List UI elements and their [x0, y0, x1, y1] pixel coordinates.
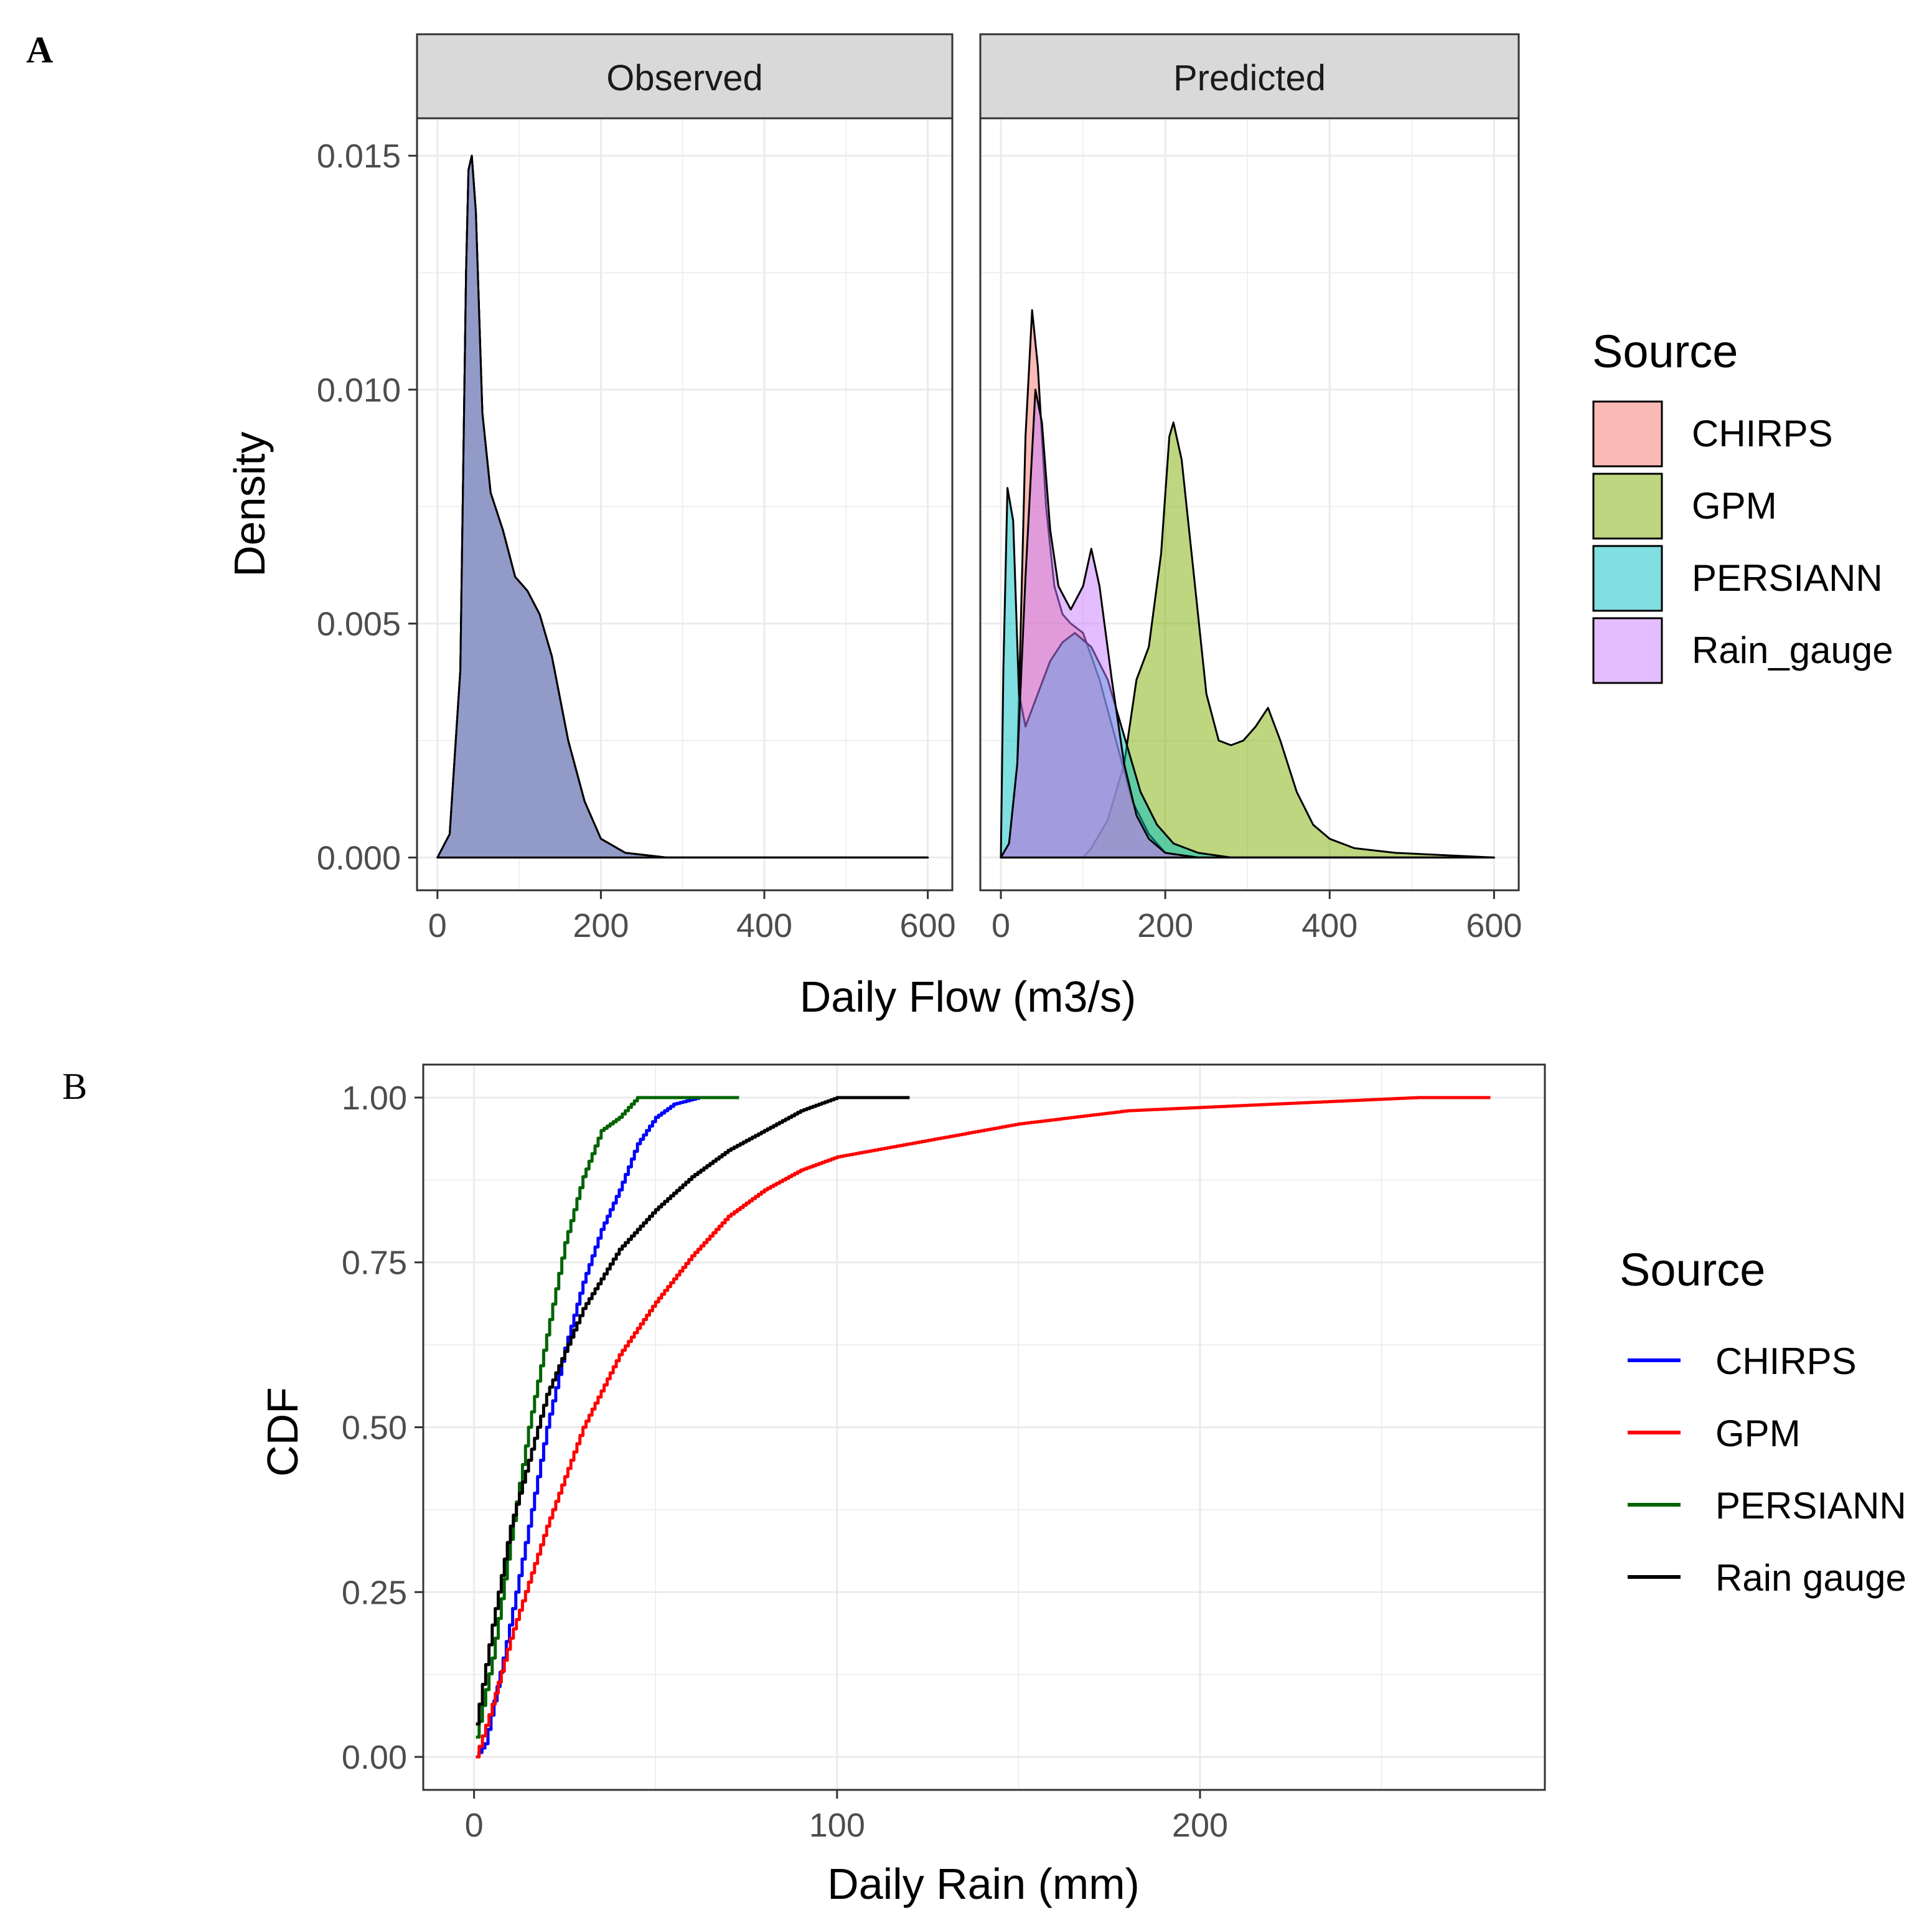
legend-label-chirps: CHIRPS [1715, 1340, 1857, 1382]
cdf-line-chirps [476, 1096, 710, 1759]
y-tick-label: 0.50 [342, 1409, 407, 1447]
legend-key-persiann [1592, 545, 1663, 612]
y-tick-label: 1.00 [342, 1080, 407, 1117]
legend-label-gpm: GPM [1692, 485, 1777, 527]
x-tick-label: 0 [465, 1807, 484, 1844]
y-tick-label: 0.75 [342, 1245, 407, 1282]
legend-title: Source [1592, 326, 1738, 377]
x-tick-label: 400 [1301, 907, 1358, 944]
x-axis-title: Daily Rain (mm) [827, 1860, 1140, 1908]
x-tick-label: 0 [992, 907, 1010, 944]
facet-strip-label: Predicted [1173, 58, 1326, 98]
cdf-line-persiann [476, 1096, 739, 1739]
y-tick-label: 0.000 [317, 839, 401, 877]
x-tick-label: 600 [1466, 907, 1522, 944]
legend-key-chirps [1592, 400, 1663, 468]
legend: Source CHIRPS GPM PERSIANN Rain gauge [1620, 1244, 1906, 1599]
facet-strip [979, 33, 1520, 120]
legend-label-rain-gauge: Rain gauge [1715, 1557, 1906, 1599]
legend-label-gpm: GPM [1715, 1413, 1801, 1454]
y-tick-label: 0.010 [317, 372, 401, 409]
x-tick-label: 400 [736, 907, 792, 944]
legend-label-chirps: CHIRPS [1692, 413, 1833, 454]
y-tick-label: 0.25 [342, 1574, 407, 1611]
legend-label-persiann: PERSIANN [1692, 557, 1883, 599]
x-tick-label: 600 [900, 907, 956, 944]
y-axis-title: Density [225, 431, 274, 576]
panel-label-b: B [62, 1066, 87, 1107]
y-tick-label: 0.00 [342, 1739, 407, 1776]
legend-title: Source [1620, 1244, 1765, 1296]
density-area-rain-gauge [1000, 388, 1495, 859]
y-axis-title: CDF [258, 1387, 307, 1477]
y-tick-label: 0.015 [317, 138, 401, 175]
x-tick-label: 200 [1137, 907, 1193, 944]
density-chart: Observed 0 200 400 600 Predicted 0 200 400 600 0.0… [225, 33, 1893, 1021]
legend: Source CHIRPS GPM PERSIANN Rain_gauge [1592, 326, 1893, 684]
legend-label-rain-gauge: Rain_gauge [1692, 629, 1893, 671]
legend-label-persiann: PERSIANN [1715, 1485, 1906, 1527]
cdf-line-gpm [476, 1096, 1491, 1759]
cdf-chart: 0 100 200 0.00 0.25 0.50 0.75 1.00 Daily Rain (m… [258, 1063, 1906, 1908]
x-axis-title: Daily Flow (m3/s) [800, 972, 1137, 1021]
x-tick-label: 200 [1172, 1807, 1228, 1844]
facet-strip [416, 33, 954, 120]
legend-key-rain-gauge [1592, 617, 1663, 684]
x-tick-label: 0 [428, 907, 447, 944]
facet-strip-label: Observed [606, 58, 762, 98]
cdf-line-rain-gauge [476, 1096, 910, 1726]
facet-observed: Observed 0 200 400 600 [416, 33, 956, 944]
density-area-rain-gauge [436, 154, 929, 859]
y-tick-label: 0.005 [317, 606, 401, 643]
facet-predicted: Predicted 0 200 400 600 [979, 33, 1522, 944]
panel-label-a: A [26, 29, 53, 70]
x-tick-label: 200 [573, 907, 629, 944]
legend-key-gpm [1592, 473, 1663, 540]
x-tick-label: 100 [809, 1807, 865, 1844]
